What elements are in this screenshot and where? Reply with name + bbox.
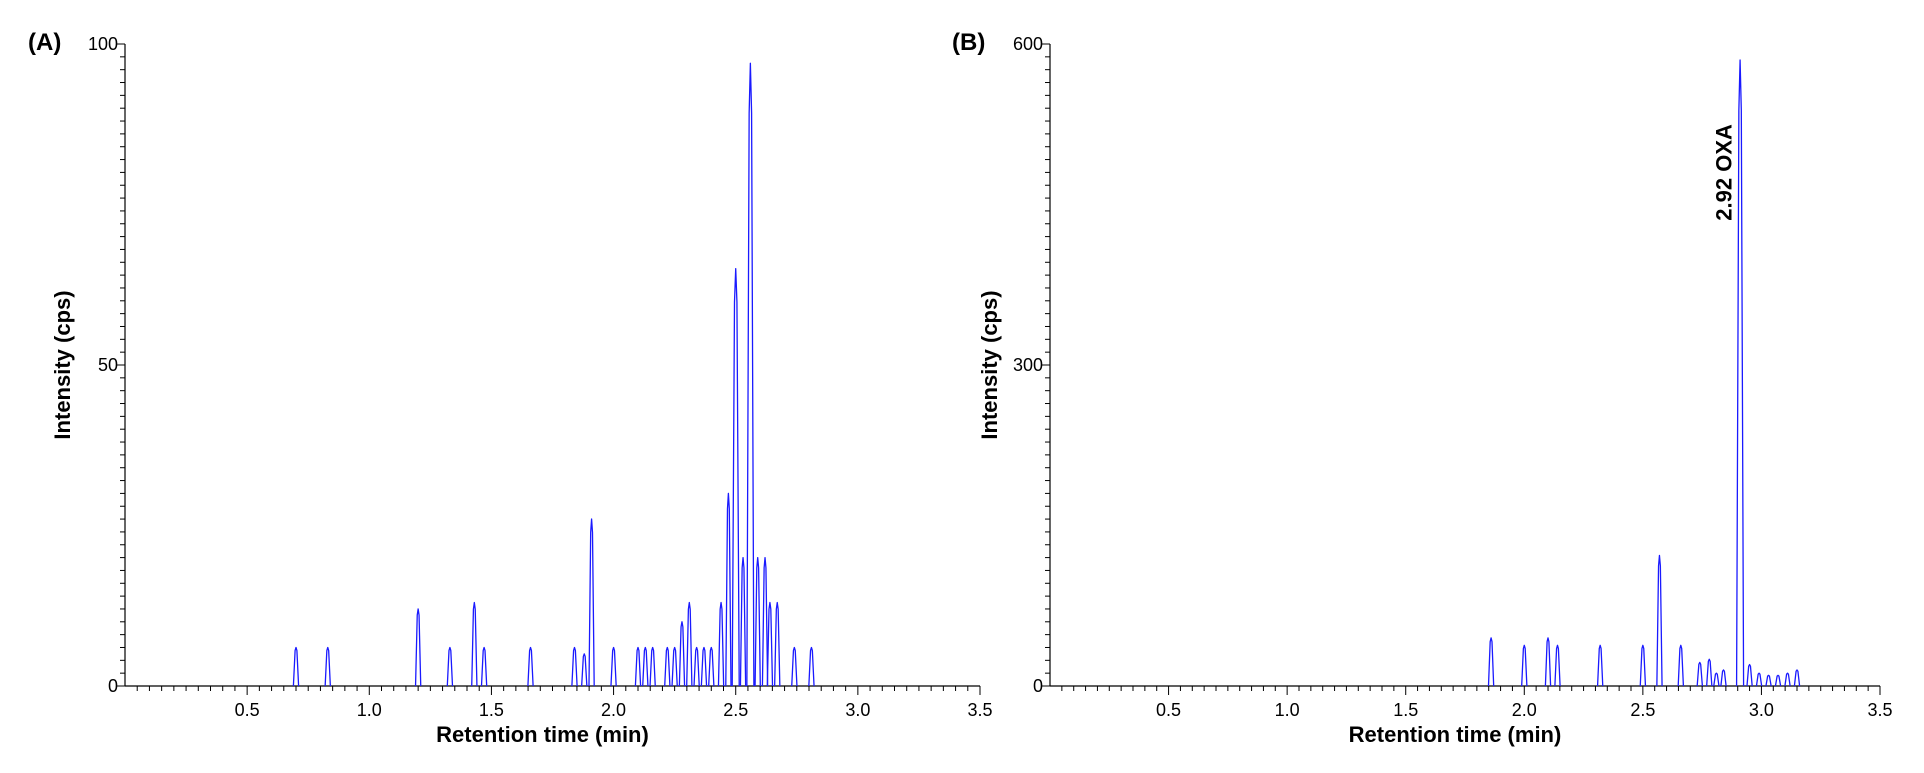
peak-annotation: 2.92 OXA xyxy=(1712,124,1737,221)
trace-peak xyxy=(664,646,671,687)
chart-panel-b: (B) 0.5 1.0 1.5 2.0 2.5 3.0 3.5 0 300 600 Retention… xyxy=(952,29,1893,747)
x-tick-label: 3.5 xyxy=(967,700,992,720)
trace-peak xyxy=(1735,59,1745,687)
x-tick-label: 3.0 xyxy=(845,700,870,720)
trace-peak xyxy=(446,646,454,687)
trace-peak xyxy=(1544,637,1552,687)
y-axis-title: Intensity (cps) xyxy=(50,290,75,439)
trace-peak xyxy=(1755,672,1763,687)
x-axis-title: Retention time (min) xyxy=(1349,722,1562,747)
trace-peak xyxy=(1487,637,1495,687)
trace-peak xyxy=(642,646,649,687)
y-tick-label: 600 xyxy=(1013,34,1043,54)
x-tick-label: 1.5 xyxy=(1393,700,1418,720)
trace-peak xyxy=(731,268,740,687)
trace-peak xyxy=(766,601,774,687)
trace-peak xyxy=(739,556,747,687)
trace-peak xyxy=(746,62,755,687)
trace-peak xyxy=(634,646,642,687)
trace-peak xyxy=(1596,644,1604,687)
trace-peak xyxy=(1784,672,1791,687)
x-tick-label: 3.5 xyxy=(1867,700,1892,720)
trace-peak xyxy=(1720,669,1727,687)
x-tick-label: 2.5 xyxy=(1630,700,1655,720)
trace-peak xyxy=(717,601,725,687)
trace-peak xyxy=(1713,672,1720,687)
trace-peak xyxy=(610,646,617,687)
panel-label: (B) xyxy=(952,29,985,56)
trace-peak xyxy=(725,492,732,687)
trace-peak xyxy=(1774,674,1782,687)
trace-peak xyxy=(693,646,700,687)
trace-peak xyxy=(649,646,656,687)
x-tick-label: 3.0 xyxy=(1749,700,1774,720)
chart-panel-a: (A) 0.5 1.0 1.5 2.0 2.5 3.0 3.5 0 50 100 Retention … xyxy=(28,29,993,747)
panel-label: (A) xyxy=(28,29,61,56)
trace-peak xyxy=(1677,644,1685,687)
trace-peak xyxy=(671,646,678,687)
y-tick-label: 0 xyxy=(108,676,118,696)
x-tick-label: 1.0 xyxy=(1275,700,1300,720)
trace-peak xyxy=(1554,644,1561,687)
y-tick-label: 100 xyxy=(88,34,118,54)
trace-peak xyxy=(324,646,332,687)
trace-peak xyxy=(1706,658,1713,687)
trace-peak xyxy=(471,601,478,687)
trace-peak xyxy=(1656,554,1663,687)
trace-peak xyxy=(581,653,588,687)
trace-peak xyxy=(1793,669,1801,687)
trace-peak xyxy=(686,601,693,687)
trace-peak xyxy=(527,646,534,687)
x-tick-label: 2.0 xyxy=(1512,700,1537,720)
trace-peak xyxy=(808,646,815,687)
trace-peak xyxy=(1521,644,1528,687)
x-tick-label: 2.0 xyxy=(601,700,626,720)
trace-peak xyxy=(791,646,798,687)
trace-peak xyxy=(1765,674,1772,687)
trace-peak xyxy=(678,621,686,687)
trace-peak xyxy=(773,601,781,687)
x-tick-label: 1.0 xyxy=(357,700,382,720)
x-axis-title: Retention time (min) xyxy=(436,722,649,747)
trace-peak xyxy=(480,646,488,687)
y-tick-label: 50 xyxy=(98,355,118,375)
x-tick-label: 0.5 xyxy=(235,700,260,720)
trace-peak xyxy=(1696,661,1704,687)
trace-peak xyxy=(588,518,595,687)
trace-peak xyxy=(571,646,578,687)
trace-peak xyxy=(292,646,300,687)
y-axis-title: Intensity (cps) xyxy=(977,290,1002,439)
x-tick-label: 2.5 xyxy=(723,700,748,720)
y-tick-label: 300 xyxy=(1013,355,1043,375)
trace-peak xyxy=(700,646,708,687)
trace-peak xyxy=(708,646,715,687)
trace-peak xyxy=(1746,663,1753,687)
y-tick-label: 0 xyxy=(1033,676,1043,696)
trace-peak xyxy=(754,556,761,687)
x-tick-label: 0.5 xyxy=(1156,700,1181,720)
trace-peak xyxy=(1639,644,1647,687)
trace-peak xyxy=(414,608,422,687)
x-tick-label: 1.5 xyxy=(479,700,504,720)
trace-peak xyxy=(761,556,769,687)
